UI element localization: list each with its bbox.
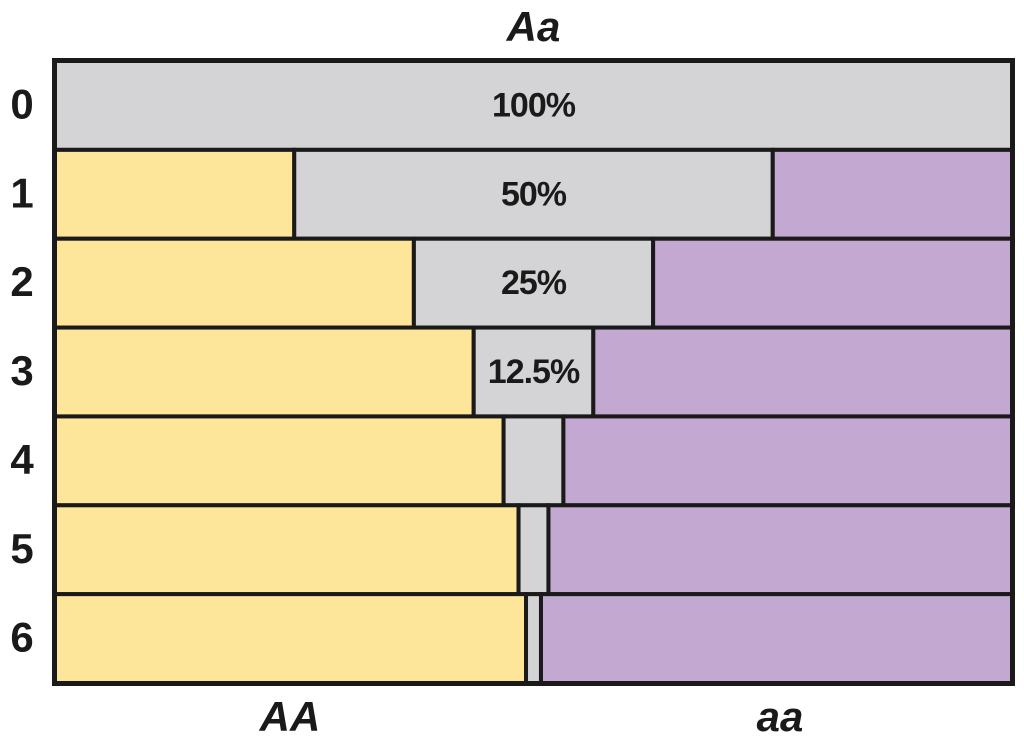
y-tick-label: 4 xyxy=(10,436,34,483)
bar-segment xyxy=(411,236,656,330)
bar-segment xyxy=(770,147,1014,241)
bar-segment xyxy=(53,325,476,419)
bar-segment xyxy=(561,414,1014,508)
legend-label: AA xyxy=(259,693,321,740)
bar-segment xyxy=(516,503,551,597)
y-tick-label: 5 xyxy=(10,525,33,572)
y-tick-label: 6 xyxy=(10,614,33,661)
y-tick-label: 0 xyxy=(10,81,33,128)
bar-segment xyxy=(591,325,1014,419)
bar-segment xyxy=(53,236,416,330)
bar-segment xyxy=(546,503,1014,597)
bar-segment xyxy=(501,414,566,508)
y-tick-label: 1 xyxy=(10,169,33,216)
bar-segment xyxy=(53,592,529,686)
bar-segment xyxy=(538,592,1014,686)
bar-segment xyxy=(53,503,521,597)
bar-segment xyxy=(651,236,1014,330)
y-tick-label: 3 xyxy=(10,347,33,394)
bar-segment xyxy=(53,414,506,508)
value-label: 50% xyxy=(501,175,567,213)
bar-segment xyxy=(292,147,775,241)
bar-segment xyxy=(53,147,297,241)
bar-segment xyxy=(53,59,1014,152)
value-label: 25% xyxy=(501,264,567,302)
legend-label: Aa xyxy=(506,3,561,50)
legend-label: aa xyxy=(757,693,804,740)
value-label: 100% xyxy=(492,86,576,124)
bar-segment xyxy=(524,592,543,686)
y-tick-label: 2 xyxy=(10,258,33,305)
value-label: 12.5% xyxy=(488,353,580,391)
